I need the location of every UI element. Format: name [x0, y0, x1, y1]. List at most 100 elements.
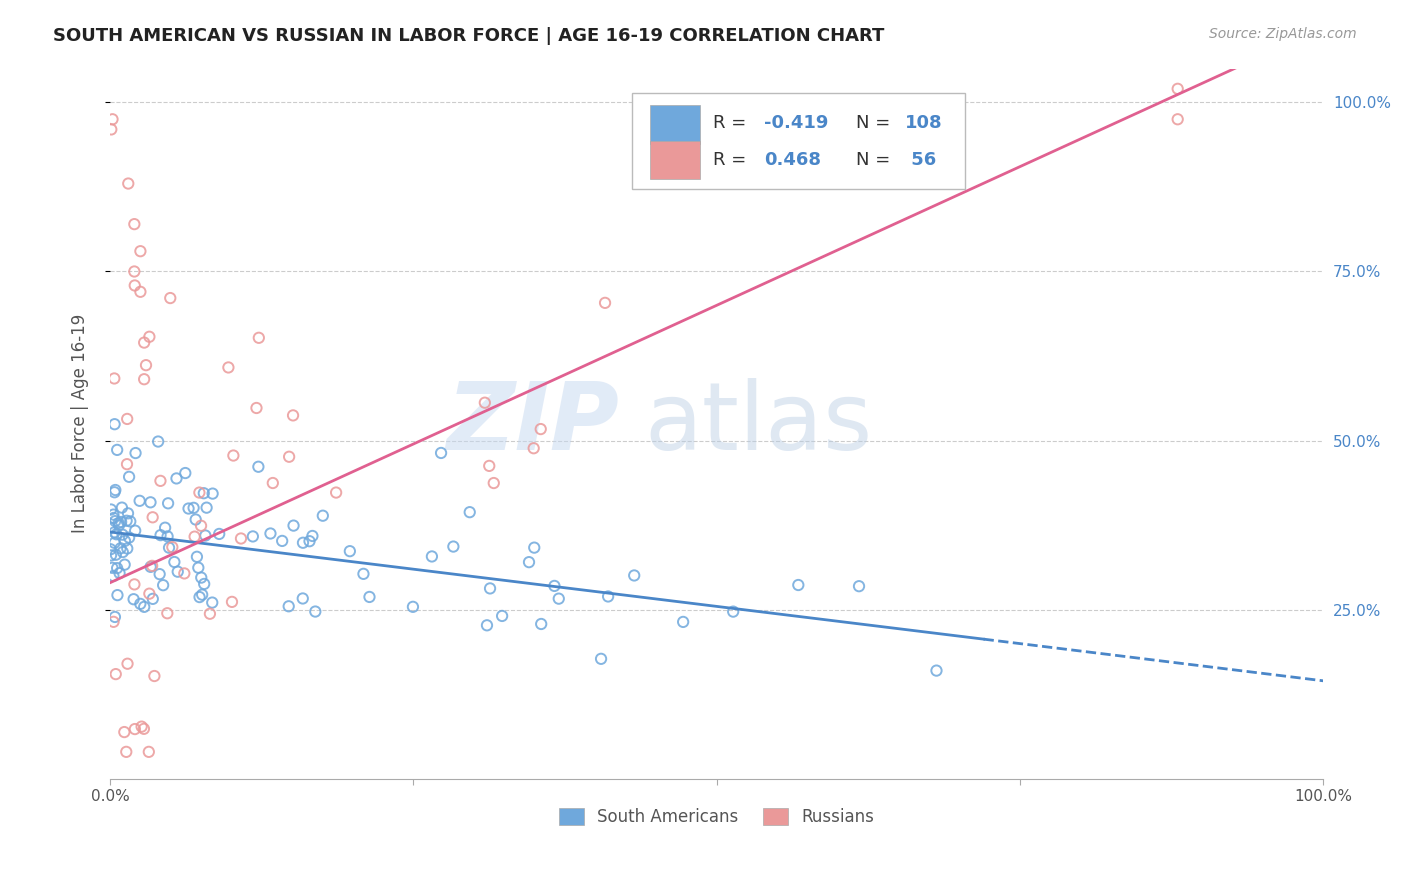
Point: [193, 577, 215, 591]
Point: [107, 516, 129, 530]
Point: [194, 528, 217, 542]
Point: [623, 568, 645, 582]
Point: [162, 540, 184, 554]
Point: [107, 588, 129, 602]
Point: [247, 459, 270, 474]
Point: [523, 442, 546, 456]
Point: [201, 486, 224, 500]
Point: [478, 458, 501, 473]
Point: [174, 466, 197, 480]
Text: N =: N =: [856, 151, 896, 169]
Point: [105, 561, 128, 575]
Text: Source: ZipAtlas.com: Source: ZipAtlas.com: [1209, 27, 1357, 41]
Point: [217, 360, 239, 375]
FancyBboxPatch shape: [650, 141, 700, 179]
Point: [166, 471, 188, 485]
Point: [100, 502, 122, 516]
Text: 0.468: 0.468: [763, 151, 821, 169]
Point: [103, 485, 125, 500]
Point: [134, 335, 156, 350]
FancyBboxPatch shape: [650, 105, 700, 144]
Point: [124, 264, 146, 278]
Point: [103, 569, 125, 583]
FancyBboxPatch shape: [631, 94, 966, 189]
Point: [120, 515, 142, 529]
Point: [146, 434, 169, 449]
Point: [124, 278, 146, 293]
Point: [193, 486, 215, 500]
Point: [118, 470, 141, 484]
Point: [149, 567, 172, 582]
Point: [441, 540, 464, 554]
Point: [589, 652, 612, 666]
Point: [100, 521, 122, 535]
Point: [547, 591, 569, 606]
Point: [129, 597, 152, 611]
Point: [103, 417, 125, 432]
Point: [108, 518, 131, 533]
Point: [593, 296, 616, 310]
Point: [187, 560, 209, 574]
Point: [103, 508, 125, 522]
Point: [104, 483, 127, 497]
Point: [271, 533, 294, 548]
Point: [278, 450, 301, 464]
Point: [201, 596, 224, 610]
Point: [259, 526, 281, 541]
Point: [115, 745, 138, 759]
Point: [117, 541, 139, 556]
Text: R =: R =: [713, 114, 752, 132]
Point: [156, 529, 179, 543]
Text: R =: R =: [713, 151, 752, 169]
Point: [129, 244, 152, 259]
Point: [163, 555, 186, 569]
Point: [281, 409, 304, 423]
Point: [142, 591, 165, 606]
Point: [925, 664, 948, 678]
Point: [131, 720, 153, 734]
Point: [312, 508, 335, 523]
Point: [188, 485, 211, 500]
Point: [138, 745, 160, 759]
Point: [523, 541, 546, 555]
Point: [479, 582, 502, 596]
Point: [152, 578, 174, 592]
Point: [103, 615, 125, 629]
Point: [301, 529, 323, 543]
Point: [190, 571, 212, 585]
Text: SOUTH AMERICAN VS RUSSIAN IN LABOR FORCE | AGE 16-19 CORRELATION CHART: SOUTH AMERICAN VS RUSSIAN IN LABOR FORCE…: [53, 27, 884, 45]
Point: [111, 500, 134, 515]
Point: [104, 548, 127, 562]
Point: [117, 506, 139, 520]
Point: [103, 371, 125, 385]
Point: [186, 549, 208, 564]
Point: [100, 122, 122, 136]
Point: [132, 722, 155, 736]
Point: [159, 291, 181, 305]
Point: [173, 566, 195, 581]
Point: [124, 524, 146, 538]
Point: [124, 446, 146, 460]
Point: [122, 592, 145, 607]
Text: atlas: atlas: [644, 377, 872, 470]
Point: [139, 559, 162, 574]
Point: [111, 527, 134, 541]
Point: [128, 493, 150, 508]
Point: [105, 442, 128, 457]
Point: [105, 527, 128, 541]
Point: [430, 446, 453, 460]
Point: [491, 609, 513, 624]
Point: [104, 514, 127, 528]
Point: [101, 112, 124, 127]
Point: [183, 530, 205, 544]
Point: [157, 496, 180, 510]
Point: [114, 558, 136, 572]
Point: [325, 485, 347, 500]
Point: [242, 529, 264, 543]
Point: [142, 510, 165, 524]
Point: [359, 590, 381, 604]
Point: [291, 591, 314, 606]
Point: [103, 525, 125, 540]
Text: ZIP: ZIP: [447, 377, 620, 470]
Point: [245, 401, 267, 415]
